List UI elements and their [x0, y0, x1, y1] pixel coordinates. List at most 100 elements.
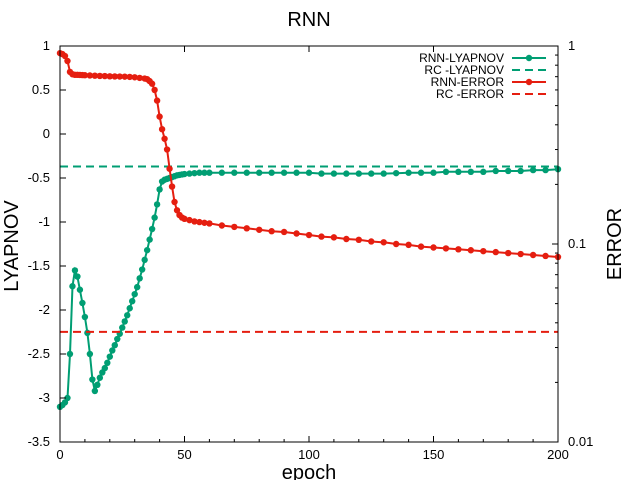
data-point	[405, 169, 412, 176]
data-point	[330, 170, 338, 177]
data-point	[467, 247, 475, 254]
y-tick-label: 0.5	[32, 82, 50, 97]
y-tick-label: 1	[43, 38, 50, 53]
y2-tick-label: 1	[568, 38, 575, 53]
data-point	[106, 73, 114, 80]
data-point	[91, 72, 99, 79]
y2-axis-label: ERROR	[604, 208, 626, 280]
data-point	[542, 252, 549, 260]
data-point	[81, 313, 89, 321]
data-point	[305, 169, 313, 176]
data-point	[111, 73, 118, 80]
data-point	[66, 350, 74, 358]
data-point	[138, 266, 146, 273]
data-point	[136, 74, 143, 82]
data-point	[156, 186, 163, 193]
data-point	[146, 236, 153, 243]
data-point	[256, 169, 263, 176]
data-point	[163, 146, 171, 153]
data-point	[153, 201, 161, 208]
data-point	[529, 166, 537, 174]
data-point	[131, 290, 138, 298]
data-point	[368, 238, 375, 245]
data-point	[119, 324, 126, 331]
data-point	[151, 214, 158, 221]
data-point	[64, 394, 71, 402]
y-tick-label: -3	[38, 390, 50, 405]
data-point	[355, 170, 362, 177]
y-tick-label: 0	[43, 126, 50, 141]
data-point	[166, 165, 173, 172]
data-point	[280, 228, 288, 236]
y2-tick-label: 0.1	[568, 236, 586, 251]
data-point	[343, 235, 350, 243]
y-tick-label: -2	[38, 302, 50, 317]
legend-label: RC -LYAPNOV	[424, 63, 504, 77]
data-point	[442, 168, 450, 176]
data-point	[186, 216, 193, 224]
data-point	[148, 225, 156, 233]
data-point	[405, 241, 412, 249]
data-point	[392, 169, 400, 177]
data-point	[114, 335, 121, 343]
data-point	[368, 170, 375, 177]
data-point	[343, 170, 350, 177]
data-point	[131, 74, 138, 81]
legend-marker	[525, 54, 533, 62]
data-point	[517, 167, 524, 175]
legend-label: RNN-LYAPNOV	[419, 51, 504, 65]
data-point	[64, 57, 71, 65]
data-point	[84, 329, 91, 337]
y-tick-label: -2.5	[28, 346, 50, 361]
data-point	[380, 170, 387, 177]
data-point	[126, 305, 133, 312]
data-point	[243, 225, 250, 232]
data-point	[86, 72, 94, 79]
data-point	[542, 166, 549, 174]
data-point	[74, 273, 81, 280]
data-point	[492, 248, 499, 256]
data-point	[181, 215, 188, 223]
data-point	[129, 298, 136, 305]
data-point	[243, 169, 250, 176]
x-tick-label: 0	[56, 447, 63, 462]
data-point	[268, 169, 275, 176]
data-point	[141, 256, 148, 264]
data-point	[430, 169, 437, 176]
data-point	[71, 267, 79, 274]
data-point	[171, 198, 178, 206]
data-point	[455, 168, 462, 176]
data-point	[116, 73, 123, 80]
data-point	[480, 247, 487, 255]
x-tick-label: 100	[298, 447, 320, 462]
data-point	[355, 236, 362, 244]
data-point	[126, 73, 133, 81]
y-tick-label: -1	[38, 214, 50, 229]
plot-area	[56, 49, 562, 410]
data-point	[206, 169, 213, 176]
plot-frame	[59, 45, 559, 443]
x-tick-label: 150	[423, 447, 445, 462]
data-point	[417, 243, 425, 250]
data-point	[89, 376, 96, 383]
y-tick-label: -1.5	[28, 258, 50, 273]
data-point	[158, 126, 166, 133]
data-point	[505, 249, 512, 257]
chart-title: RNN	[287, 9, 330, 31]
data-point	[81, 72, 89, 79]
legend-marker	[525, 78, 533, 86]
data-point	[201, 169, 208, 176]
data-point	[231, 223, 238, 231]
data-point	[121, 73, 128, 80]
data-point	[186, 170, 193, 177]
data-point	[121, 318, 128, 325]
data-point	[492, 167, 499, 175]
data-point	[196, 218, 203, 226]
data-point	[161, 135, 168, 142]
data-point	[256, 226, 263, 233]
data-point	[206, 220, 213, 227]
data-point	[101, 364, 109, 372]
x-axis-label: epoch	[282, 462, 337, 480]
